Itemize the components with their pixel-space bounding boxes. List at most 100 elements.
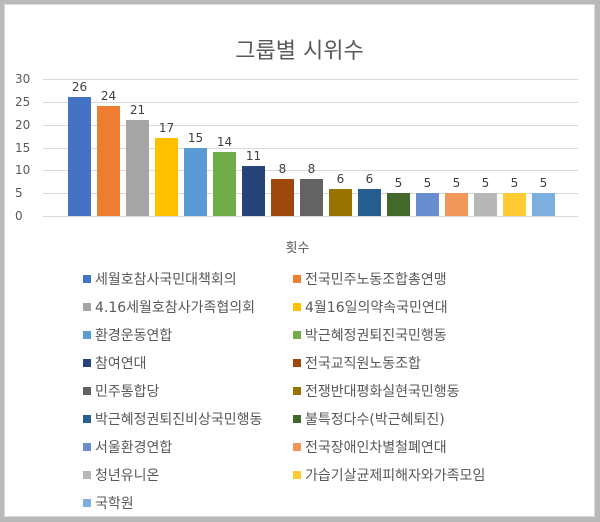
y-tick-label: 15: [15, 140, 31, 155]
bar-value-label: 26: [71, 80, 88, 95]
bar-value-label: 11: [245, 148, 262, 163]
bar: [358, 188, 381, 216]
gridline: [43, 147, 578, 149]
bar: [445, 193, 468, 216]
bar: [416, 193, 439, 216]
legend-swatch-icon: [83, 302, 91, 311]
legend-item: 가습기살균제피해자와가족모임: [293, 464, 553, 485]
bar-value-label: 15: [187, 130, 204, 145]
legend-swatch-icon: [293, 302, 301, 311]
bar-value-label: 8: [278, 162, 287, 177]
legend-swatch-icon: [83, 414, 91, 423]
legend-swatch-icon: [293, 330, 301, 339]
legend-label: 서울환경연합: [95, 439, 173, 456]
legend-label: 환경운동연합: [95, 327, 173, 344]
gridline: [43, 216, 578, 217]
bar: [213, 152, 236, 216]
bar: [242, 165, 265, 216]
legend-swatch-icon: [83, 386, 91, 395]
legend-swatch-icon: [83, 470, 91, 479]
bar: [300, 179, 323, 216]
legend-label: 불특정다수(박근혜퇴진): [305, 411, 445, 428]
legend-swatch-icon: [293, 386, 301, 395]
legend-label: 박근혜정권퇴진비상국민행동: [95, 411, 263, 428]
bar-value-label: 5: [452, 176, 461, 191]
legend-item: 4.16세월호참사가족협의회: [83, 296, 293, 317]
legend-label: 참여연대: [95, 355, 147, 372]
bar-value-label: 6: [365, 171, 374, 186]
y-tick-label: 5: [15, 186, 23, 201]
y-tick-label: 10: [15, 163, 31, 178]
legend-swatch-icon: [293, 442, 301, 451]
bar-value-label: 5: [394, 176, 403, 191]
bar: [68, 97, 91, 216]
legend-label: 청년유니온: [95, 467, 160, 484]
y-tick-label: 20: [15, 117, 31, 132]
legend: 세월호참사국민대책회의 전국민주노동조합총연맹 4.16세월호참사가족협의회 4월16…: [83, 268, 553, 513]
chart-frame: 그룹별 시위수 0 5 10 15 20 25 30 26 24 21 17 15 14 11 8 8 6 6 5 5…: [4, 4, 595, 517]
legend-item: 불특정다수(박근혜퇴진): [293, 408, 553, 429]
bar-value-label: 24: [100, 89, 117, 104]
gridline: [43, 124, 578, 126]
legend-item: 세월호참사국민대책회의: [83, 268, 293, 289]
y-tick-label: 25: [15, 94, 31, 109]
legend-swatch-icon: [293, 358, 301, 367]
bar: [503, 193, 526, 216]
bar: [532, 193, 555, 216]
legend-item: 전국장애인차별철폐연대: [293, 436, 553, 457]
legend-label: 전국교직원노동조합: [305, 355, 421, 372]
legend-swatch-icon: [293, 414, 301, 423]
bar: [329, 188, 352, 216]
gridline: [43, 101, 578, 103]
gridline: [43, 79, 578, 80]
bar: [126, 120, 149, 216]
legend-swatch-icon: [83, 274, 91, 283]
legend-item: 박근혜정권퇴진국민행동: [293, 324, 553, 345]
legend-label: 박근혜정권퇴진국민행동: [305, 327, 447, 344]
bar-value-label: 5: [481, 176, 490, 191]
x-axis-label: 횟수: [285, 241, 310, 256]
bar: [155, 138, 178, 216]
bar-value-label: 14: [216, 135, 233, 150]
bar: [184, 147, 207, 216]
legend-swatch-icon: [293, 274, 301, 283]
bar: [474, 193, 497, 216]
bar: [97, 106, 120, 216]
bar-value-label: 5: [539, 176, 548, 191]
legend-item: 박근혜정권퇴진비상국민행동: [83, 408, 293, 429]
bar-value-label: 5: [510, 176, 519, 191]
y-tick-label: 0: [15, 209, 23, 223]
legend-label: 전국민주노동조합총연맹: [305, 271, 447, 288]
legend-item: 청년유니온: [83, 464, 293, 485]
legend-label: 세월호참사국민대책회의: [95, 271, 237, 288]
legend-item: 서울환경연합: [83, 436, 293, 457]
legend-item: 민주통합당: [83, 380, 293, 401]
legend-swatch-icon: [83, 358, 91, 367]
bar: [387, 193, 410, 216]
bar-value-label: 21: [129, 103, 146, 118]
legend-item: 전쟁반대평화실현국민행동: [293, 380, 553, 401]
legend-item: 참여연대: [83, 352, 293, 373]
legend-item: 국학원: [83, 492, 293, 513]
legend-swatch-icon: [83, 442, 91, 451]
legend-label: 전국장애인차별철폐연대: [305, 439, 447, 456]
legend-label: 가습기살균제피해자와가족모임: [305, 467, 486, 484]
legend-swatch-icon: [83, 330, 91, 339]
legend-item: 4월16일의약속국민연대: [293, 296, 553, 317]
bar-value-label: 17: [158, 121, 175, 136]
legend-item: 환경운동연합: [83, 324, 293, 345]
chart-title: 그룹별 시위수: [235, 39, 364, 64]
bar-value-label: 8: [307, 162, 316, 177]
y-tick-label: 30: [15, 72, 31, 86]
legend-label: 전쟁반대평화실현국민행동: [305, 383, 460, 400]
legend-item: 전국교직원노동조합: [293, 352, 553, 373]
legend-item: 전국민주노동조합총연맹: [293, 268, 553, 289]
bar: [271, 179, 294, 216]
bar-value-label: 6: [336, 171, 345, 186]
legend-label: 민주통합당: [95, 383, 160, 400]
legend-swatch-icon: [83, 498, 91, 507]
bar-value-label: 5: [423, 176, 432, 191]
legend-swatch-icon: [293, 470, 301, 479]
gridline: [43, 170, 578, 172]
legend-label: 국학원: [95, 495, 134, 512]
